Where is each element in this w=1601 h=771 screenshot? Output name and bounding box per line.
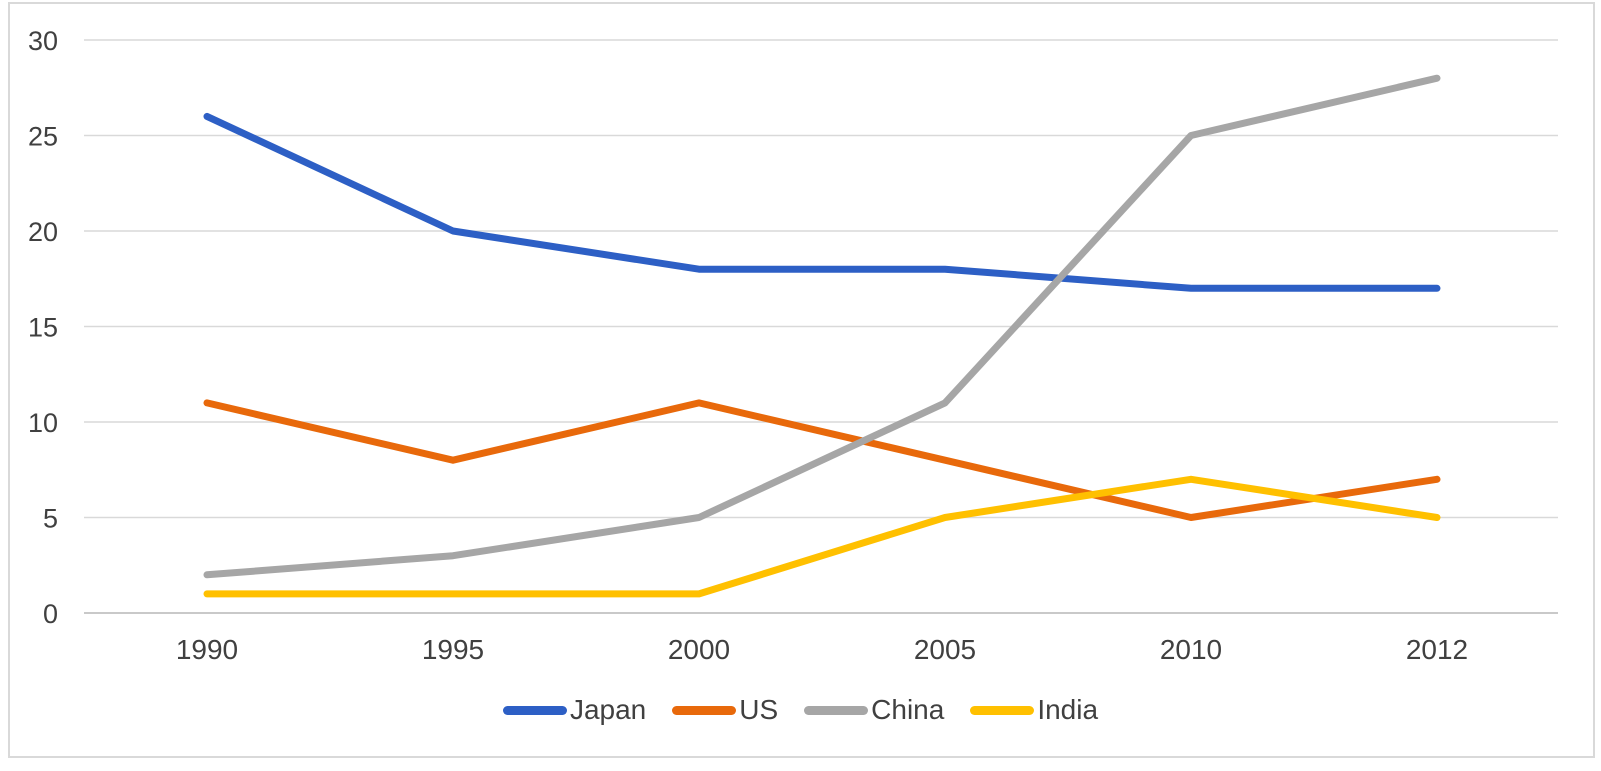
x-tick-label-2000: 2000: [668, 634, 730, 665]
legend-swatch-india: [970, 705, 1035, 715]
series-lines: [203, 74, 1441, 598]
y-tick-label-30: 30: [28, 26, 58, 56]
x-tick-label-1995: 1995: [422, 634, 484, 665]
legend-label-us: US: [739, 694, 779, 725]
x-tick-label-2012: 2012: [1406, 634, 1468, 665]
legend-label-china: China: [871, 694, 945, 725]
series-line-japan: [203, 112, 1441, 292]
legend-item-japan: Japan: [502, 694, 647, 725]
series-line-india: [203, 475, 1441, 598]
y-tick-label-20: 20: [28, 217, 58, 247]
y-tick-label-0: 0: [43, 599, 58, 629]
x-tick-label-2005: 2005: [914, 634, 976, 665]
gridlines: [84, 39, 1558, 614]
legend: Japan US China India: [0, 692, 1601, 728]
x-tick-label-1990: 1990: [176, 634, 238, 665]
series-line-us: [203, 399, 1441, 521]
legend-swatch-china: [804, 705, 869, 715]
x-axis-tick-labels: 1990 1995 2000 2005 2010 2012: [176, 634, 1468, 665]
chart-border: [8, 2, 1595, 758]
y-tick-label-15: 15: [28, 313, 58, 343]
legend-item-us: US: [672, 696, 778, 724]
x-tick-label-2010: 2010: [1160, 634, 1222, 665]
legend-swatch-japan: [502, 705, 567, 715]
legend-label-india: India: [1037, 694, 1099, 725]
y-tick-label-10: 10: [28, 408, 58, 438]
legend-label-japan: Japan: [569, 694, 647, 725]
legend-item-china: China: [804, 696, 944, 724]
legend-swatch-us: [672, 705, 737, 715]
legend-item-india: India: [970, 696, 1098, 724]
y-tick-label-25: 25: [28, 122, 58, 152]
y-tick-label-5: 5: [43, 504, 58, 534]
y-axis-tick-labels: 0 5 10 15 20 25 30: [28, 26, 58, 629]
series-line-china: [203, 74, 1441, 579]
